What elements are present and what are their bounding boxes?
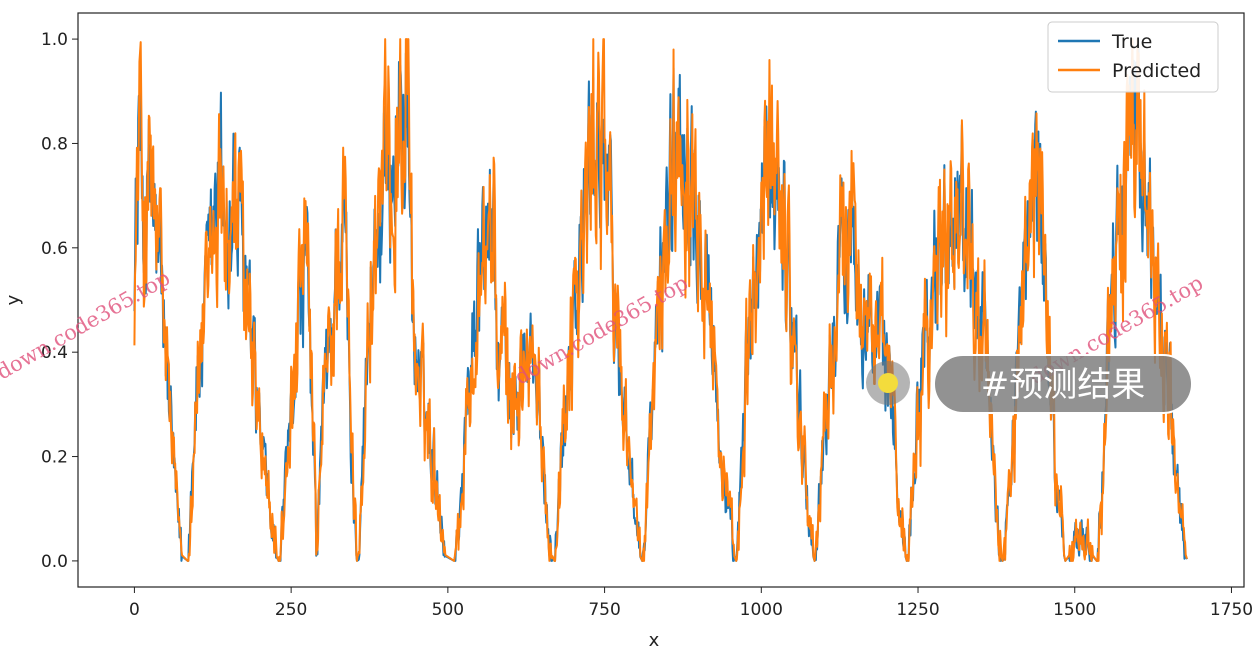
y-tick-label: 0.2 (41, 448, 68, 468)
cursor-dot (878, 373, 898, 393)
y-tick-label: 0.6 (41, 239, 68, 259)
x-tick-label: 1500 (1053, 600, 1096, 620)
plot-frame (77, 12, 1245, 588)
y-tick-label: 1.0 (41, 30, 68, 50)
y-tick-label: 0.8 (41, 134, 68, 154)
x-tick-label: 750 (588, 600, 620, 620)
legend-box (1047, 21, 1219, 93)
y-axis-ticks: 0.0 0.2 0.4 0.6 0.8 1.0 (41, 30, 78, 572)
legend-true-label: True (1111, 31, 1152, 53)
y-axis-label: y (3, 294, 24, 305)
series-predicted-line (133, 38, 1188, 562)
y-tick-label: 0.0 (41, 552, 68, 572)
x-tick-label: 250 (275, 600, 307, 620)
x-tick-label: 1250 (896, 600, 939, 620)
cursor-indicator (866, 361, 910, 405)
y-tick-label: 0.4 (41, 343, 68, 363)
hashtag-tag[interactable]: #预测结果 (933, 354, 1193, 414)
legend-predicted-label: Predicted (1112, 60, 1201, 82)
x-axis-label: x (649, 630, 660, 651)
x-tick-label: 500 (432, 600, 464, 620)
x-tick-label: 0 (129, 600, 140, 620)
x-axis-ticks: 0 250 500 750 1000 1250 1500 1750 (129, 587, 1253, 620)
hashtag-tag-label[interactable]: #预测结果 (981, 365, 1146, 405)
hashtag-tag-background[interactable] (933, 354, 1193, 414)
series-layer (133, 38, 1188, 562)
x-tick-label: 1750 (1210, 600, 1253, 620)
x-tick-label: 1000 (740, 600, 783, 620)
legend: True Predicted (1047, 21, 1219, 93)
